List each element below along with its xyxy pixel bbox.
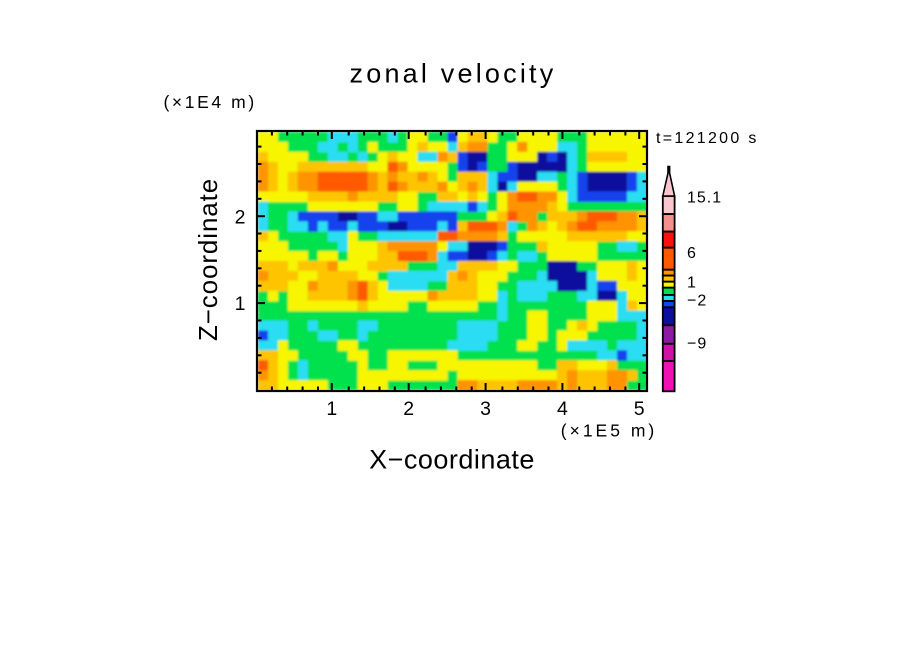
- svg-text:−9: −9: [687, 336, 707, 353]
- svg-text:X−coordinate: X−coordinate: [369, 445, 535, 475]
- svg-text:t=121200 s: t=121200 s: [656, 130, 759, 147]
- svg-text:2: 2: [403, 398, 414, 420]
- svg-text:6: 6: [687, 245, 697, 262]
- svg-text:1: 1: [235, 293, 246, 315]
- svg-text:(×1E4 m): (×1E4 m): [164, 92, 257, 112]
- svg-text:3: 3: [480, 398, 491, 420]
- svg-text:zonal velocity: zonal velocity: [350, 59, 557, 89]
- svg-text:2: 2: [235, 206, 246, 228]
- svg-text:4: 4: [557, 398, 568, 420]
- svg-text:15.1: 15.1: [687, 190, 722, 207]
- svg-text:−2: −2: [687, 292, 707, 309]
- svg-text:Z−coordinate: Z−coordinate: [193, 178, 223, 341]
- svg-text:5: 5: [634, 398, 645, 420]
- svg-text:1: 1: [687, 274, 697, 291]
- svg-text:1: 1: [326, 398, 337, 420]
- svg-text:(×1E5 m): (×1E5 m): [561, 421, 657, 441]
